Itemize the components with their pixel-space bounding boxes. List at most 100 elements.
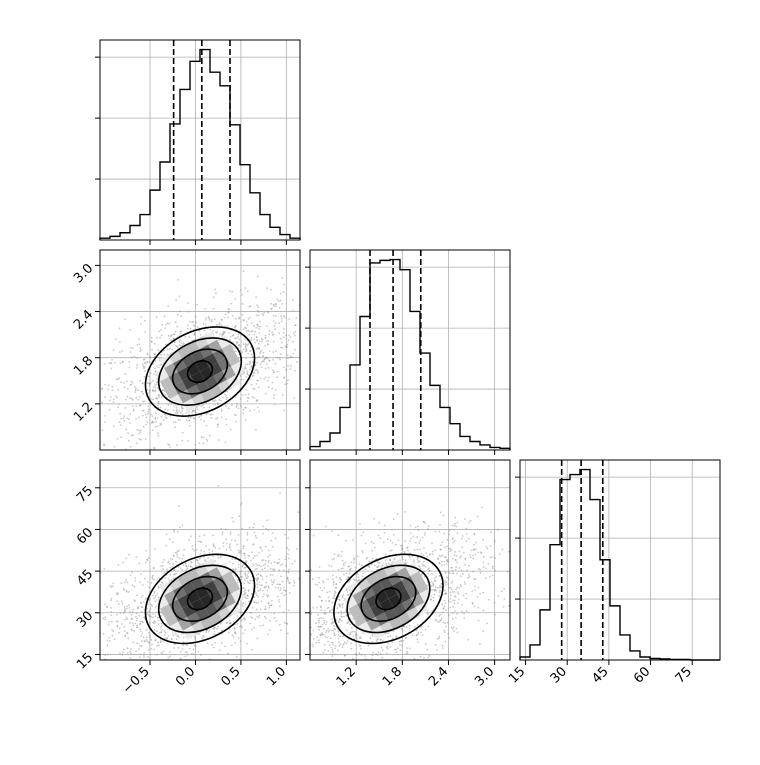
- scatter-point: [286, 383, 288, 385]
- scatter-point: [156, 645, 158, 647]
- scatter-point: [456, 613, 458, 615]
- scatter-point: [256, 336, 258, 338]
- scatter-point: [317, 614, 319, 616]
- scatter-point: [154, 620, 156, 622]
- scatter-point: [257, 310, 259, 312]
- scatter-point: [349, 613, 351, 615]
- scatter-point: [260, 364, 262, 366]
- scatter-point: [181, 406, 183, 408]
- scatter-point: [339, 645, 341, 647]
- scatter-point: [139, 645, 141, 647]
- scatter-point: [447, 577, 449, 579]
- scatter-point: [331, 363, 333, 365]
- scatter-point: [287, 577, 289, 579]
- scatter-point: [140, 439, 142, 441]
- scatter-point: [211, 662, 213, 664]
- scatter-point: [158, 367, 160, 369]
- scatter-point: [156, 365, 158, 367]
- scatter-point: [342, 567, 344, 569]
- scatter-point: [251, 353, 253, 355]
- scatter-point: [218, 399, 220, 401]
- scatter-point: [129, 622, 131, 624]
- scatter-point: [137, 429, 139, 431]
- scatter-point: [143, 654, 145, 656]
- scatter-point: [287, 537, 289, 539]
- scatter-point: [285, 335, 287, 337]
- scatter-point: [420, 632, 422, 634]
- y-tick-label: 30: [74, 609, 96, 631]
- scatter-point: [158, 587, 160, 589]
- scatter-point: [241, 611, 243, 613]
- scatter-point: [242, 603, 244, 605]
- scatter-point: [341, 620, 343, 622]
- scatter-point: [261, 350, 263, 352]
- x-tick-label: 1.0: [264, 664, 289, 689]
- scatter-point: [139, 621, 141, 623]
- scatter-point: [228, 632, 230, 634]
- scatter-layer: [29, 485, 368, 706]
- scatter-point: [120, 381, 122, 383]
- scatter-point: [330, 571, 332, 573]
- scatter-point: [304, 315, 306, 317]
- scatter-point: [144, 578, 146, 580]
- scatter-point: [148, 611, 150, 613]
- scatter-point: [245, 575, 247, 577]
- scatter-point: [294, 349, 296, 351]
- scatter-point: [438, 595, 440, 597]
- scatter-point: [214, 670, 216, 672]
- scatter-point: [114, 665, 116, 667]
- scatter-point: [158, 401, 160, 403]
- scatter-point: [233, 621, 235, 623]
- scatter-point: [304, 629, 306, 631]
- scatter-point: [128, 440, 130, 442]
- scatter-point: [126, 381, 128, 383]
- scatter-point: [147, 353, 149, 355]
- histogram-step: [100, 50, 300, 240]
- scatter-point: [97, 668, 99, 670]
- scatter-point: [220, 623, 222, 625]
- scatter-point: [401, 549, 403, 551]
- scatter-point: [176, 472, 178, 474]
- scatter-point: [69, 362, 71, 364]
- scatter-point: [246, 330, 248, 332]
- scatter-point: [348, 694, 350, 696]
- scatter-point: [393, 559, 395, 561]
- scatter-point: [114, 638, 116, 640]
- scatter-point: [318, 556, 320, 558]
- scatter-point: [342, 646, 344, 648]
- scatter-point: [257, 357, 259, 359]
- scatter-point: [263, 565, 265, 567]
- scatter-point: [164, 327, 166, 329]
- scatter-point: [256, 638, 258, 640]
- scatter-point: [347, 640, 349, 642]
- scatter-point: [114, 446, 116, 448]
- scatter-point: [144, 641, 146, 643]
- scatter-point: [128, 419, 130, 421]
- scatter-point: [279, 359, 281, 361]
- scatter-point: [219, 548, 221, 550]
- scatter-point: [258, 411, 260, 413]
- scatter-point: [367, 661, 369, 663]
- scatter-point: [288, 318, 290, 320]
- scatter-point: [215, 292, 217, 294]
- scatter-point: [448, 587, 450, 589]
- scatter-point: [154, 548, 156, 550]
- scatter-point: [201, 436, 203, 438]
- scatter-point: [328, 650, 330, 652]
- scatter-point: [308, 596, 310, 598]
- scatter-point: [135, 418, 137, 420]
- scatter-point: [439, 621, 441, 623]
- scatter-point: [236, 543, 238, 545]
- scatter-point: [279, 357, 281, 359]
- scatter-point: [104, 384, 106, 386]
- scatter-point: [192, 410, 194, 412]
- scatter-point: [94, 401, 96, 403]
- scatter-point: [486, 623, 488, 625]
- scatter-point: [438, 636, 440, 638]
- scatter-point: [160, 329, 162, 331]
- scatter-point: [223, 545, 225, 547]
- scatter-point: [408, 670, 410, 672]
- scatter-point: [206, 425, 208, 427]
- scatter-point: [215, 418, 217, 420]
- scatter-point: [395, 649, 397, 651]
